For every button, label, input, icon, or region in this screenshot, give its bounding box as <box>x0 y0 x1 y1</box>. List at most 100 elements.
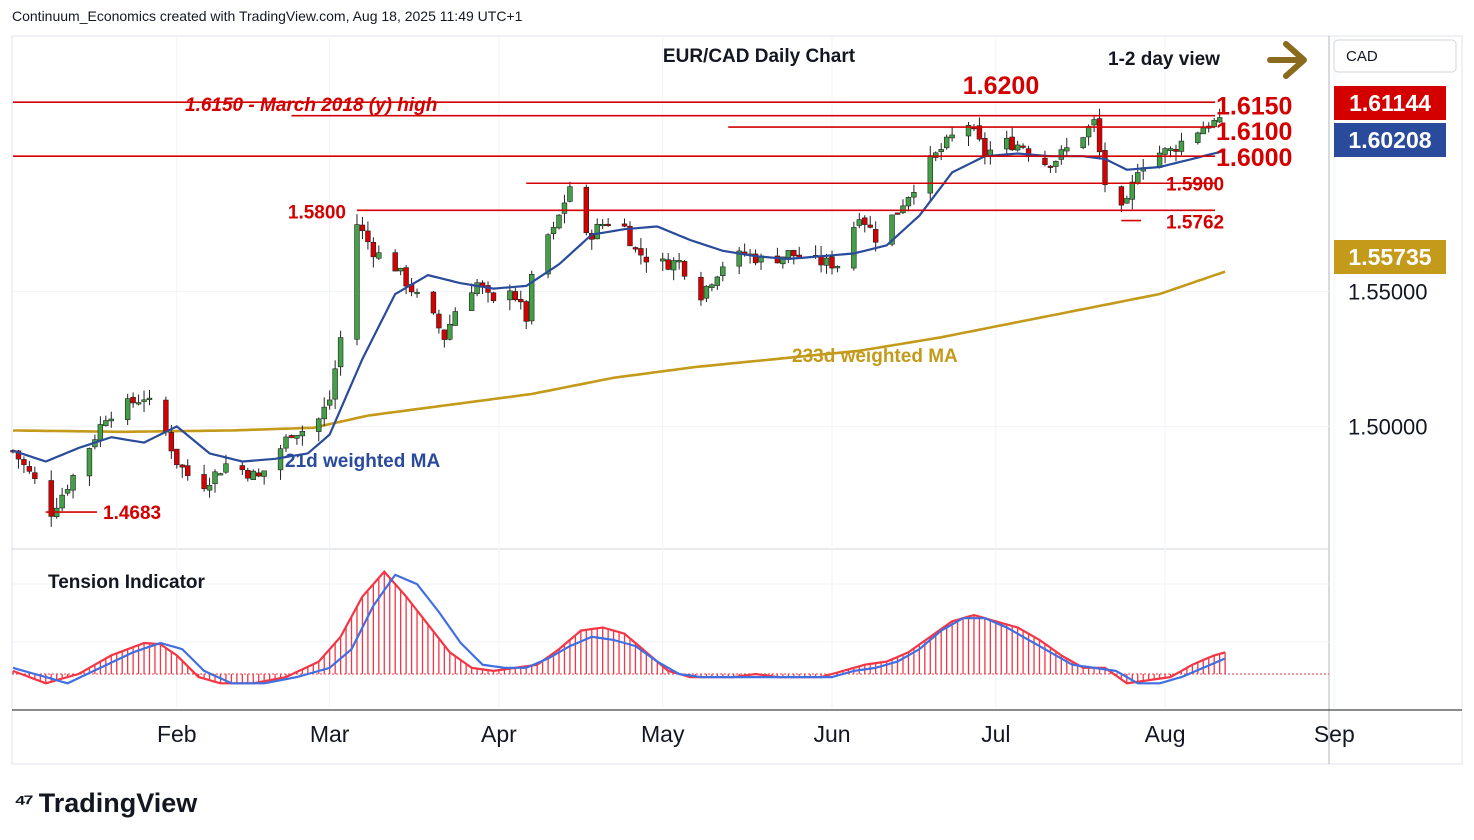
candle-body <box>316 418 322 432</box>
candle <box>1156 145 1163 169</box>
candle-body <box>599 223 606 227</box>
candle-body <box>124 398 131 421</box>
candle-body <box>823 257 830 266</box>
candle-body <box>894 212 901 215</box>
candle <box>124 393 131 426</box>
candle <box>1118 185 1125 213</box>
candle-body <box>337 337 344 368</box>
x-tick-jul: Jul <box>981 721 1010 747</box>
candle <box>599 219 606 229</box>
tradingview-logo[interactable]: ⁴⁷ TradingView <box>14 788 197 819</box>
price-badge <box>1334 86 1446 120</box>
candle <box>1014 140 1021 152</box>
tension-histogram <box>12 571 1226 684</box>
candle-body <box>851 227 857 269</box>
candle-body <box>627 225 633 247</box>
candle-body <box>332 368 338 400</box>
candle-body <box>103 420 109 426</box>
price-badge-value: 1.55735 <box>1348 244 1431 270</box>
candle <box>594 218 600 240</box>
candle <box>392 249 398 272</box>
candle <box>86 447 93 486</box>
candle <box>1135 163 1141 185</box>
candle <box>239 462 246 476</box>
candle-body <box>567 186 573 202</box>
candle-body <box>70 475 76 491</box>
candle-body <box>15 450 22 460</box>
candle-body <box>829 256 835 269</box>
candle <box>174 448 180 469</box>
candle-body <box>780 256 786 265</box>
ma21-line <box>12 149 1226 463</box>
candle-body <box>245 470 251 479</box>
candle <box>627 221 633 247</box>
candle <box>894 212 901 215</box>
candle <box>976 117 983 142</box>
candle-body <box>1156 152 1163 168</box>
candle-body <box>943 136 950 149</box>
candle <box>1124 195 1130 204</box>
candle-body <box>676 260 682 263</box>
candle <box>862 215 868 233</box>
candle-body <box>64 489 71 494</box>
candle-body <box>982 138 988 156</box>
candle-body <box>1124 198 1130 204</box>
candle <box>1053 160 1059 174</box>
candle <box>1080 136 1086 150</box>
candle-body <box>1200 127 1206 135</box>
candle-body <box>206 484 213 491</box>
candle <box>474 278 480 297</box>
candle <box>316 417 322 442</box>
candle-body <box>872 229 879 243</box>
candle <box>638 238 644 265</box>
candle-body <box>86 448 93 477</box>
candle-body <box>927 155 933 194</box>
candle-body <box>976 125 983 140</box>
candle-body <box>21 459 27 465</box>
candle <box>670 257 677 281</box>
candle <box>64 484 71 496</box>
x-tick-sep: Sep <box>1314 721 1355 747</box>
candle-body <box>250 470 256 481</box>
candle-body <box>660 258 666 262</box>
candle-body <box>288 435 295 438</box>
candle-body <box>550 227 557 235</box>
candle-body <box>414 291 420 295</box>
candle <box>48 470 54 527</box>
candle <box>212 469 218 493</box>
candle-body <box>370 241 377 258</box>
candle <box>299 425 306 446</box>
candle <box>643 248 650 273</box>
candle-body <box>556 214 562 229</box>
candle-body <box>545 234 551 275</box>
arrow-right-icon <box>1267 41 1307 79</box>
candle <box>982 132 988 165</box>
chart-title: EUR/CAD Daily Chart <box>663 46 856 67</box>
candle-body <box>1102 150 1108 185</box>
candle-body <box>638 248 644 256</box>
candle-body <box>441 329 448 340</box>
candle <box>589 229 595 250</box>
candle-body <box>201 474 207 490</box>
candle-body <box>714 276 721 286</box>
candle <box>927 146 933 201</box>
candle <box>872 221 879 252</box>
candle-body <box>174 448 180 465</box>
candle-body <box>905 197 912 207</box>
candle <box>103 415 109 427</box>
level-label-1-5762: 1.5762 <box>1166 213 1224 234</box>
currency-label: CAD <box>1346 48 1378 65</box>
candle-body <box>1167 148 1174 151</box>
candle <box>660 252 666 271</box>
candle-body <box>185 465 191 476</box>
tension-fast-line <box>12 570 1226 685</box>
candle <box>1009 126 1015 152</box>
candle-body <box>452 311 458 326</box>
candle-body <box>217 473 224 476</box>
candle-body <box>1091 119 1097 126</box>
candle <box>1129 174 1136 210</box>
candle-body <box>490 292 497 302</box>
candle <box>665 253 671 271</box>
candle-body <box>632 247 639 250</box>
